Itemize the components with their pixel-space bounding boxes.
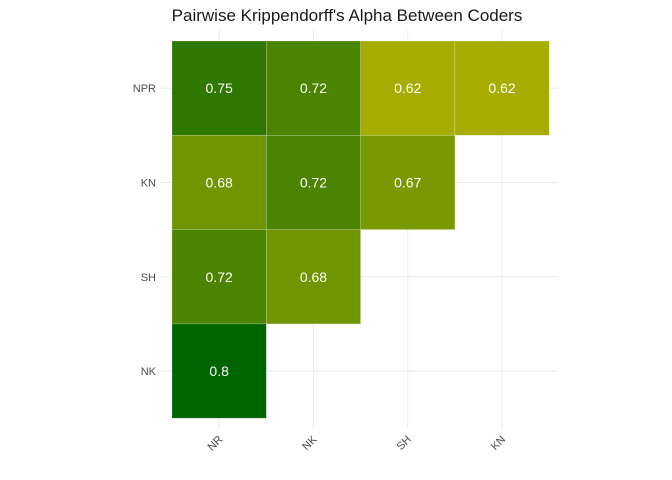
- y-tick-label: NK: [141, 366, 157, 378]
- heatmap-cell: [171, 40, 267, 136]
- heatmap-cell: [454, 40, 550, 136]
- heatmap-cell: [265, 135, 361, 230]
- cell-value-label: 0.72: [300, 80, 327, 96]
- cell-value-label: 0.62: [488, 80, 515, 96]
- heatmap-cell: [360, 40, 456, 136]
- heatmap-cell: [360, 135, 456, 230]
- heatmap-cell: [265, 40, 361, 136]
- heatmap-cell: [171, 229, 267, 325]
- heatmap-cell: [171, 323, 267, 419]
- cell-value-label: 0.62: [394, 80, 421, 96]
- x-tick-label: NR: [206, 434, 226, 454]
- y-tick-label: SH: [141, 272, 156, 284]
- cell-labels: 0.75 0.72 0.62 0.62 0.68 0.72 0.67 0.72 0.68 0.8: [206, 80, 516, 379]
- chart-title: Pairwise Krippendorff's Alpha Between Co…: [172, 6, 523, 25]
- cell-value-label: 0.68: [300, 269, 327, 285]
- x-axis-ticks: NR NK SH KN: [206, 433, 509, 453]
- x-tick-label: NK: [300, 433, 320, 453]
- x-tick-label: SH: [395, 434, 414, 453]
- x-tick-label: KN: [489, 434, 508, 453]
- y-tick-label: NPR: [133, 83, 156, 95]
- cell-value-label: 0.75: [206, 80, 233, 96]
- cell-value-label: 0.8: [209, 363, 229, 379]
- cell-value-label: 0.72: [300, 174, 327, 190]
- cell-value-label: 0.68: [206, 174, 233, 190]
- heatmap-cells: [171, 40, 550, 419]
- cell-value-label: 0.72: [206, 269, 233, 285]
- y-tick-label: KN: [141, 177, 156, 189]
- cell-value-label: 0.67: [394, 174, 421, 190]
- heatmap-cell: [265, 229, 361, 325]
- y-axis-ticks: NPR KN SH NK: [133, 83, 157, 378]
